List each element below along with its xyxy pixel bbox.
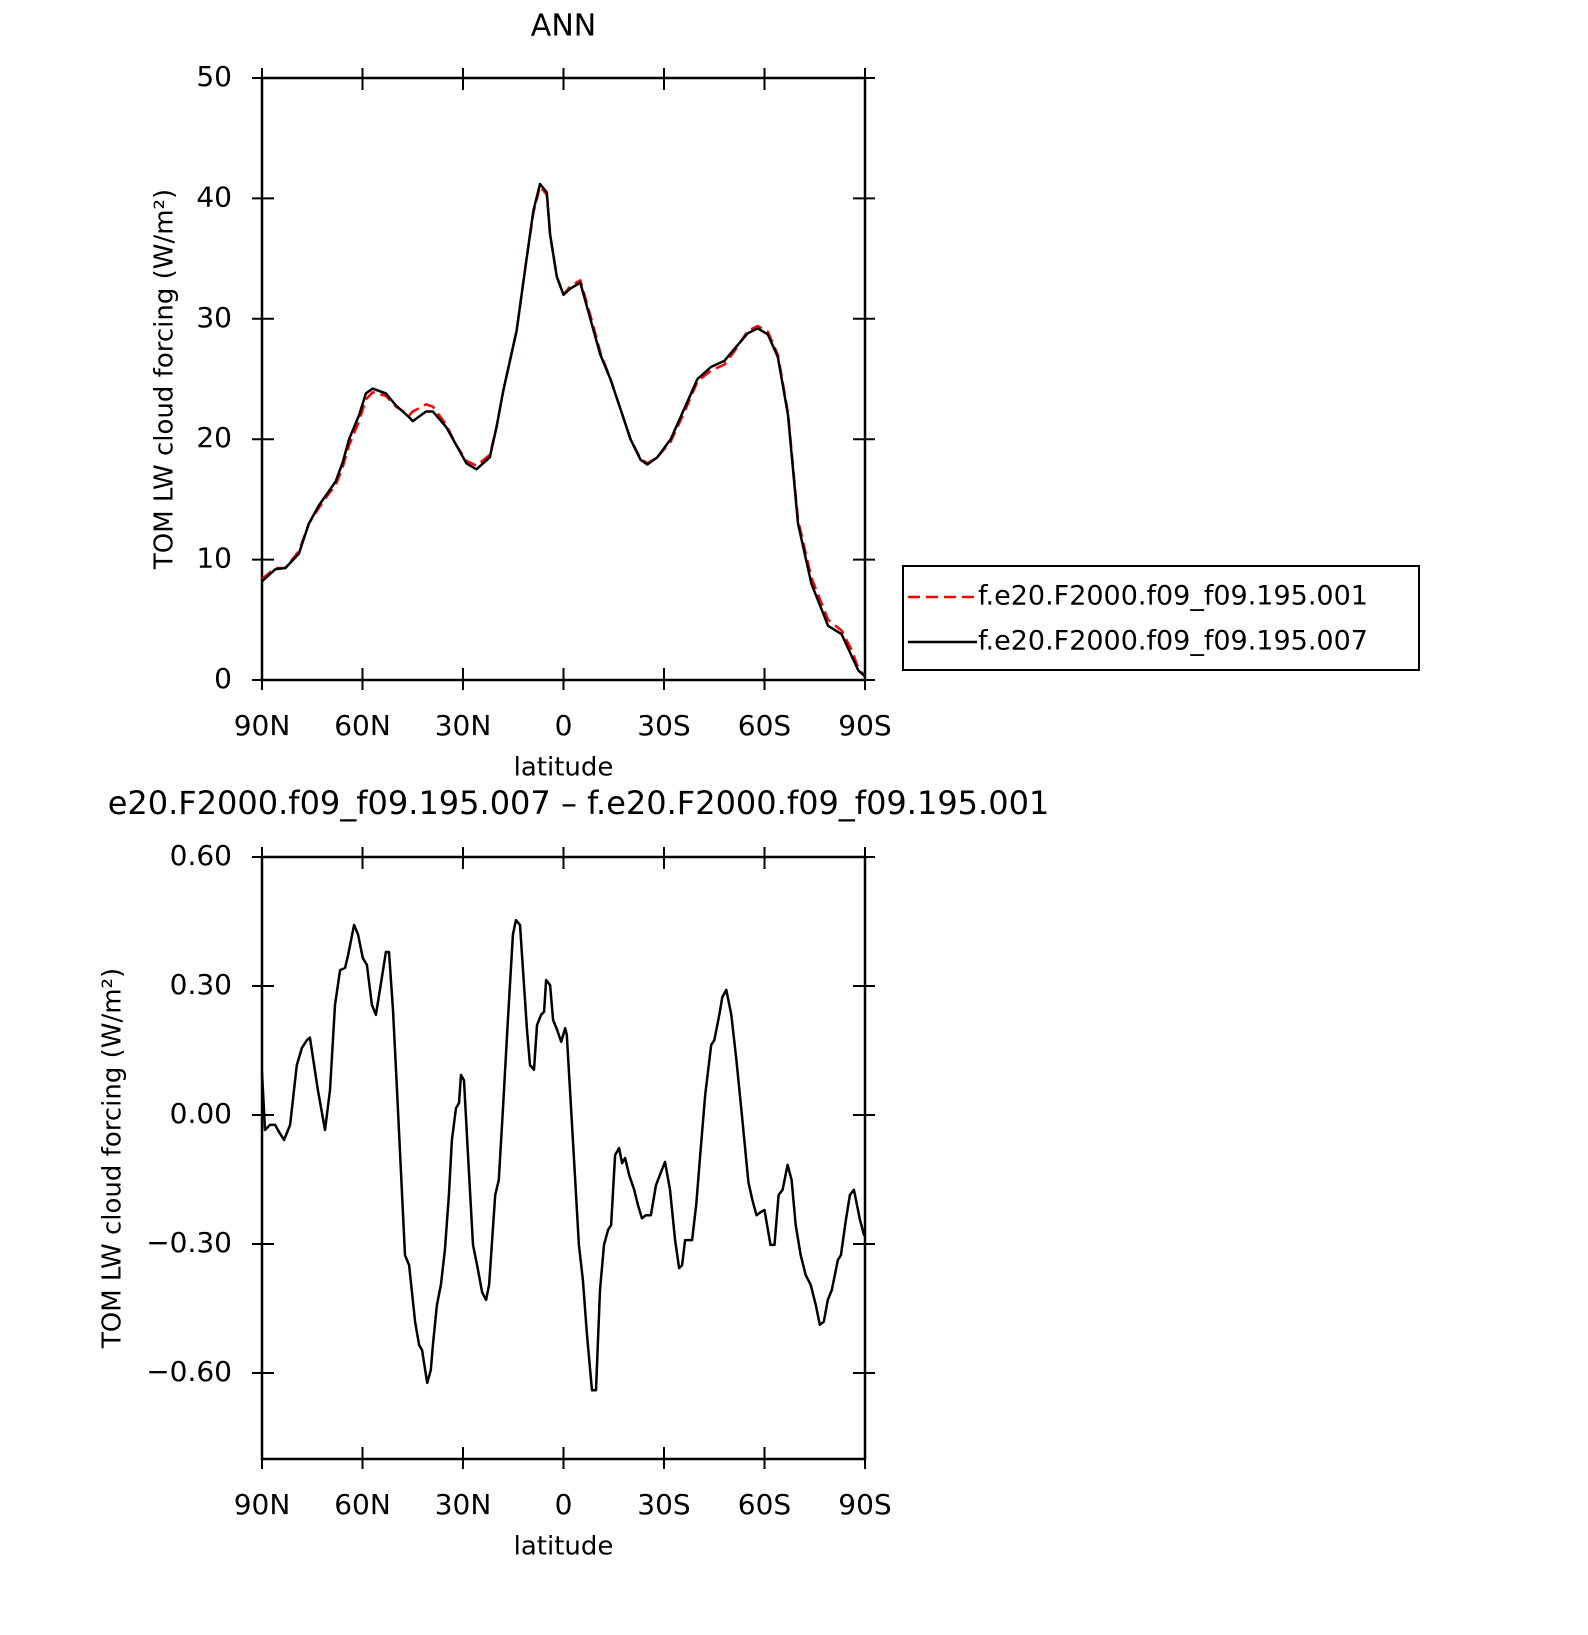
legend-box (902, 565, 1420, 671)
x-axis-label: latitude (514, 1532, 614, 1562)
x-tick-label: 60N (334, 1488, 391, 1521)
y-tick-label: 0.30 (170, 968, 232, 1001)
y-tick-label: −0.60 (146, 1355, 232, 1388)
y-tick-label: 0.00 (170, 1097, 232, 1130)
plot-frame (260, 76, 867, 682)
y-tick-label: 30 (196, 301, 232, 334)
y-tick-label: 40 (196, 180, 232, 213)
legend-label: f.e20.F2000.f09_f09.195.001 (978, 581, 1368, 612)
y-tick-label: 20 (196, 421, 232, 454)
x-tick-label: 30S (637, 1488, 690, 1521)
y-tick-label: −0.30 (146, 1226, 232, 1259)
series-line (260, 918, 867, 1392)
x-tick-label: 0 (555, 1488, 573, 1521)
chart-title: e20.F2000.f09_f09.195.007 – f.e20.F2000.… (108, 784, 1050, 822)
x-axis-label: latitude (514, 753, 614, 783)
y-axis-label: TOM LW cloud forcing (W/m²) (150, 189, 180, 570)
legend-label: f.e20.F2000.f09_f09.195.007 (978, 626, 1368, 657)
y-tick-label: 0 (214, 662, 232, 695)
x-tick-label: 60N (334, 709, 391, 742)
x-tick-label: 60S (738, 709, 791, 742)
chart-title: ANN (531, 9, 596, 44)
x-tick-label: 30N (435, 1488, 492, 1521)
y-tick-label: 50 (196, 60, 232, 93)
y-tick-label: 0.60 (170, 839, 232, 872)
x-tick-label: 90N (234, 709, 291, 742)
x-tick-label: 30S (637, 709, 690, 742)
x-tick-label: 30N (435, 709, 492, 742)
series-line (261, 182, 866, 678)
x-tick-label: 90N (234, 1488, 291, 1521)
y-tick-label: 10 (196, 542, 232, 575)
y-axis-label: TOM LW cloud forcing (W/m²) (98, 968, 128, 1349)
x-tick-label: 0 (555, 709, 573, 742)
x-tick-label: 90S (838, 709, 891, 742)
x-tick-label: 60S (738, 1488, 791, 1521)
x-tick-label: 90S (838, 1488, 891, 1521)
plot-frame (260, 855, 867, 1461)
